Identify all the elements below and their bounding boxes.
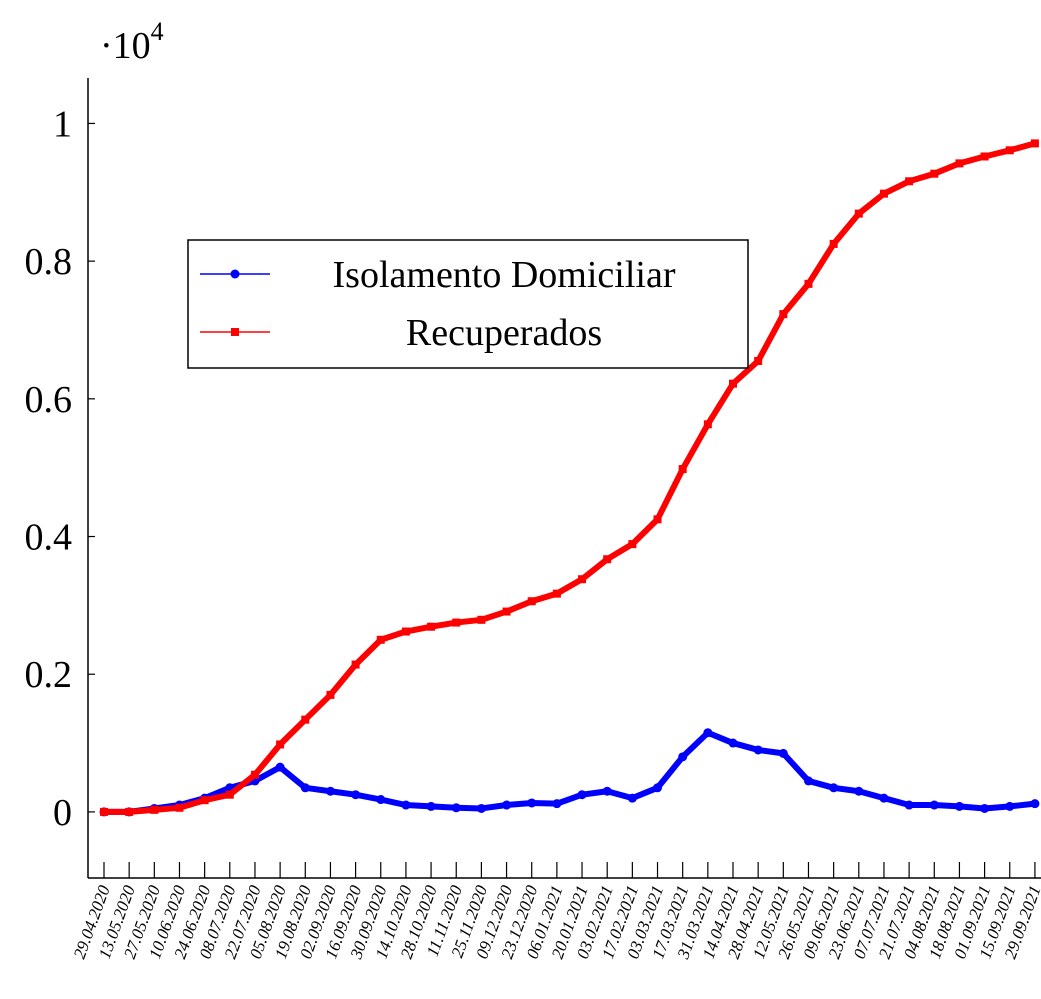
point [250, 770, 259, 779]
point [627, 793, 637, 803]
point [351, 660, 360, 669]
point [980, 152, 989, 161]
point [930, 169, 939, 178]
point [854, 209, 863, 218]
point [225, 790, 234, 799]
point [829, 783, 839, 793]
point [476, 803, 486, 813]
point [502, 607, 511, 616]
point [602, 786, 612, 796]
point [200, 796, 209, 805]
point [929, 800, 939, 810]
point [753, 745, 763, 755]
point [754, 356, 763, 365]
y-tick-label: 0.8 [25, 241, 73, 283]
legend: Isolamento Domiciliar Recuperados [187, 239, 749, 369]
point [703, 420, 712, 429]
point [275, 762, 285, 772]
point [905, 177, 914, 186]
point [729, 379, 737, 388]
point [879, 793, 889, 803]
point [376, 795, 386, 805]
point [628, 540, 637, 549]
point [1030, 139, 1039, 148]
point [829, 239, 838, 248]
point [552, 799, 562, 809]
series-line [104, 729, 1036, 815]
point [376, 635, 385, 644]
legend-label: Isolamento Domiciliar [333, 254, 676, 296]
y-tick-label: 1 [53, 103, 72, 145]
point [502, 800, 512, 810]
point [100, 807, 108, 816]
legend-marker [230, 269, 240, 279]
point [552, 589, 561, 598]
point [954, 801, 964, 811]
point [527, 597, 536, 606]
point [276, 740, 285, 749]
point [452, 618, 461, 627]
point [879, 189, 888, 198]
point [728, 738, 738, 748]
point [804, 279, 813, 288]
point [779, 310, 788, 319]
point [125, 807, 134, 816]
point [678, 752, 688, 762]
point [955, 159, 964, 168]
point [904, 800, 914, 810]
y-tick-label: 0.2 [25, 654, 73, 696]
point [778, 748, 788, 758]
point [326, 690, 335, 699]
legend-box [187, 239, 749, 369]
point [1005, 146, 1014, 155]
point [854, 786, 864, 796]
point [703, 728, 713, 738]
point [150, 805, 159, 814]
point [477, 615, 486, 624]
point [578, 575, 587, 584]
point [653, 783, 663, 793]
y-multiplier: ·104 [100, 17, 164, 67]
point [401, 627, 410, 636]
point [1030, 799, 1040, 809]
y-tick-label: 0 [53, 792, 72, 834]
point [527, 798, 537, 808]
point [451, 803, 461, 813]
point [301, 715, 310, 724]
y-tick-label: 0.6 [25, 379, 73, 421]
point [678, 465, 687, 474]
point [803, 776, 813, 786]
point [980, 803, 990, 813]
legend-label: Recuperados [406, 312, 602, 354]
point [325, 786, 335, 796]
point [401, 800, 411, 810]
point [427, 622, 436, 631]
point [577, 790, 587, 800]
point [603, 555, 612, 564]
point [426, 801, 436, 811]
legend-marker [231, 328, 239, 336]
point [653, 515, 662, 524]
point [1005, 801, 1015, 811]
point [351, 790, 361, 800]
series-line [104, 140, 1036, 815]
point [175, 803, 184, 812]
y-tick-label: 0.4 [25, 517, 73, 559]
point [300, 783, 310, 793]
